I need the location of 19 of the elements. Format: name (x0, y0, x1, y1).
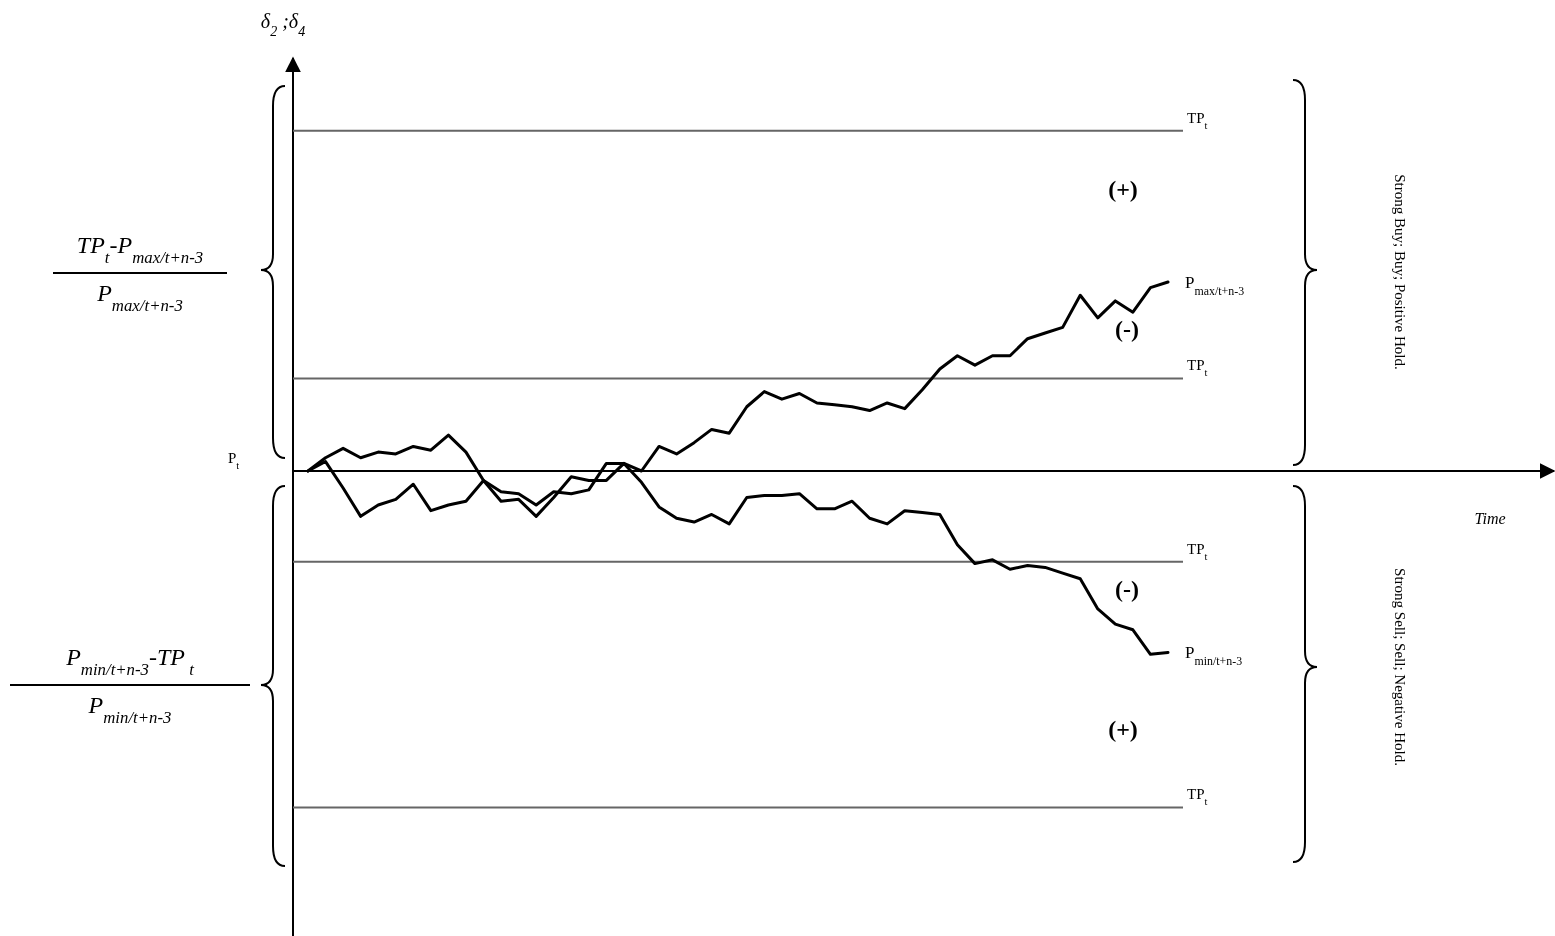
series-label: P$_{max/t+n-3}$ (1185, 273, 1245, 298)
text: (+) (1108, 716, 1138, 742)
annotation: (-) (1115, 576, 1139, 602)
text: Time (1474, 510, 1506, 527)
ref-line-label: TP$_{t}$ (1187, 109, 1208, 131)
ref-line-label: TP$_{t}$ (1187, 357, 1208, 378)
ref-line-label: TP$_{t}$ (1187, 786, 1208, 807)
series-label: P$_{min/t+n-3}$ (1185, 643, 1243, 669)
text: P$_{t}$ (228, 450, 240, 471)
text: P$_{min/t+n-3}$-TP $_{t}$ (65, 644, 195, 679)
text: (+) (1108, 176, 1138, 202)
text: Strong Buy; Buy; Positive Hold. (1392, 174, 1408, 370)
text: P$_{min/t+n-3}$ (87, 692, 172, 727)
annotation: (-) (1115, 316, 1139, 342)
ref-line-label: TP$_{t}$ (1187, 540, 1208, 562)
text: TP$_{t}$-P$_{max/t+n-3}$ (76, 232, 204, 267)
text: δ$_{2}$ ;δ$_{4}$ (260, 10, 306, 39)
text: P$_{max/t+n-3}$ (96, 280, 183, 315)
text: Strong Sell; Sell; Negative Hold. (1392, 568, 1408, 766)
